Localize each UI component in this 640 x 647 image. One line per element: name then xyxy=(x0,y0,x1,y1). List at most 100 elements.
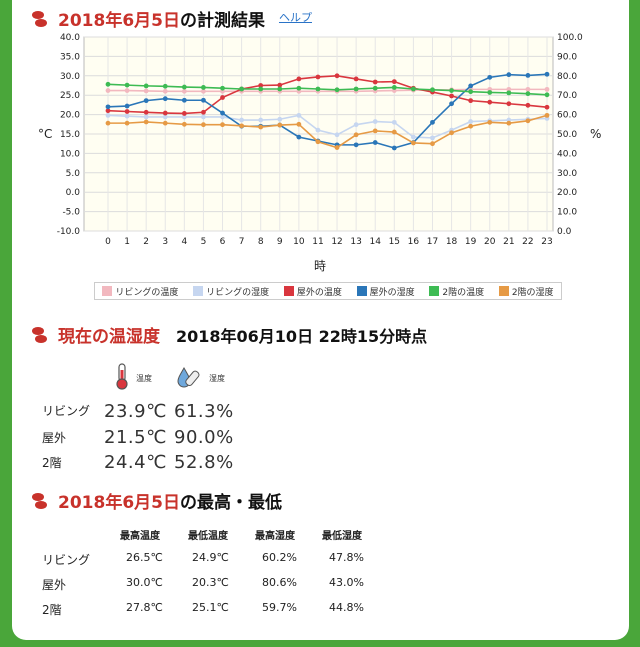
y-right-tick-label: 30.0 xyxy=(557,169,577,179)
x-tick-label: 12 xyxy=(331,237,342,247)
data-point xyxy=(372,79,378,85)
table-cell: 47.8% xyxy=(329,551,364,564)
data-point xyxy=(277,86,283,92)
data-point xyxy=(391,79,397,85)
y-right-tick-label: 40.0 xyxy=(557,149,577,159)
data-point xyxy=(525,73,531,78)
legend-swatch xyxy=(498,286,509,296)
table-cell: 60.2% xyxy=(262,551,297,564)
y-right-tick-label: 20.0 xyxy=(557,188,577,198)
data-point xyxy=(334,145,340,150)
data-point xyxy=(506,120,512,126)
help-link[interactable]: ヘルプ xyxy=(278,10,312,24)
current-temp-2f: 24.4℃ xyxy=(104,452,167,473)
x-tick-label: 15 xyxy=(389,237,400,247)
y-right-tick-label: 100.0 xyxy=(557,33,583,43)
data-point xyxy=(105,88,111,93)
data-point xyxy=(201,114,206,120)
legend-swatch xyxy=(429,286,440,296)
data-point xyxy=(124,109,130,114)
data-point xyxy=(162,110,168,116)
header-max-hum: 最高湿度 xyxy=(255,531,295,542)
y-axis-right-title: % xyxy=(590,127,601,141)
x-tick-label: 14 xyxy=(369,237,381,247)
data-point xyxy=(544,92,550,98)
x-tick-label: 4 xyxy=(181,237,187,247)
data-point xyxy=(124,113,130,119)
data-point xyxy=(544,104,550,110)
bean-bullet-icon xyxy=(32,326,47,343)
current-title: 現在の温湿度 xyxy=(58,327,160,347)
legend-item[interactable]: 屋外の温度 xyxy=(283,285,342,298)
data-point xyxy=(315,127,321,133)
current-temp-living: 23.9℃ xyxy=(104,401,167,422)
data-point xyxy=(124,88,130,93)
table-row-label: リビング xyxy=(42,553,91,567)
x-tick-label: 6 xyxy=(220,237,226,247)
current-row-label-outdoor: 屋外 xyxy=(42,431,67,445)
legend-item[interactable]: 屋外の湿度 xyxy=(356,285,415,298)
x-axis-title: 時 xyxy=(314,259,326,273)
current-row-label-2f: 2階 xyxy=(42,456,62,470)
data-point xyxy=(506,90,512,96)
data-point xyxy=(430,135,435,141)
data-point xyxy=(353,142,359,148)
header-max-temp: 最高温度 xyxy=(120,531,160,542)
table-cell: 44.8% xyxy=(329,601,364,614)
data-point xyxy=(220,95,225,100)
y-axis-right-ticks: 100.0 90.0 80.0 70.0 60.0 50.0 40.0 30.0 20.0 10.… xyxy=(557,33,583,237)
data-point xyxy=(296,85,302,91)
data-point xyxy=(487,99,493,105)
thermometer-icon xyxy=(116,363,128,390)
data-point xyxy=(315,139,321,145)
y-left-tick-label: 35.0 xyxy=(60,52,80,62)
data-point xyxy=(449,130,454,136)
data-point xyxy=(105,81,111,87)
data-point xyxy=(105,112,111,118)
current-hum-living: 61.3% xyxy=(174,401,234,422)
data-point xyxy=(487,90,493,95)
legend-item[interactable]: 2階の温度 xyxy=(429,285,484,298)
data-point xyxy=(162,88,168,94)
data-point xyxy=(277,116,283,122)
hum-icon-label: 湿度 xyxy=(209,374,225,383)
bean-bullet-icon xyxy=(32,10,47,27)
series-line xyxy=(107,74,548,115)
legend-label: リビングの湿度 xyxy=(206,287,270,298)
legend-label: 屋外の温度 xyxy=(296,287,342,298)
table-cell: 26.5℃ xyxy=(126,551,163,564)
y-right-tick-label: 0.0 xyxy=(557,227,572,237)
data-point xyxy=(239,117,245,123)
y-left-tick-label: 10.0 xyxy=(60,149,80,159)
legend-item[interactable]: 2階の湿度 xyxy=(498,285,554,298)
table-cell: 27.8℃ xyxy=(126,601,163,614)
data-point xyxy=(143,83,149,89)
y-left-tick-label: -5.0 xyxy=(62,208,80,218)
y-left-tick-label: 15.0 xyxy=(60,130,80,140)
y-right-tick-label: 80.0 xyxy=(557,72,577,82)
legend-label: 2階の温度 xyxy=(442,287,485,298)
legend-label: リビングの温度 xyxy=(115,287,179,298)
data-point xyxy=(449,93,454,99)
y-left-tick-label: 20.0 xyxy=(60,111,80,121)
chart-legend: リビングの温度 リビングの湿度 屋外の温度 屋外の湿度 2階の温度 2階の湿度 xyxy=(94,282,562,300)
data-point xyxy=(220,110,225,116)
legend-item[interactable]: リビングの温度 xyxy=(102,285,178,298)
data-point xyxy=(506,72,512,78)
legend-item[interactable]: リビングの湿度 xyxy=(193,285,269,298)
data-point xyxy=(258,117,264,123)
data-point xyxy=(105,104,111,110)
bean-bullet-icon xyxy=(32,492,47,509)
y-left-tick-label: 5.0 xyxy=(66,169,81,179)
data-point xyxy=(162,114,168,120)
series-line xyxy=(107,114,548,139)
legend-swatch xyxy=(283,286,294,296)
table-cell: 30.0℃ xyxy=(126,576,163,589)
y-axis-left-title: °C xyxy=(38,127,52,141)
data-point xyxy=(124,103,130,109)
data-point xyxy=(296,134,302,140)
data-point xyxy=(449,88,454,93)
data-point xyxy=(105,120,111,126)
data-point xyxy=(410,134,416,140)
series-line xyxy=(107,83,548,96)
